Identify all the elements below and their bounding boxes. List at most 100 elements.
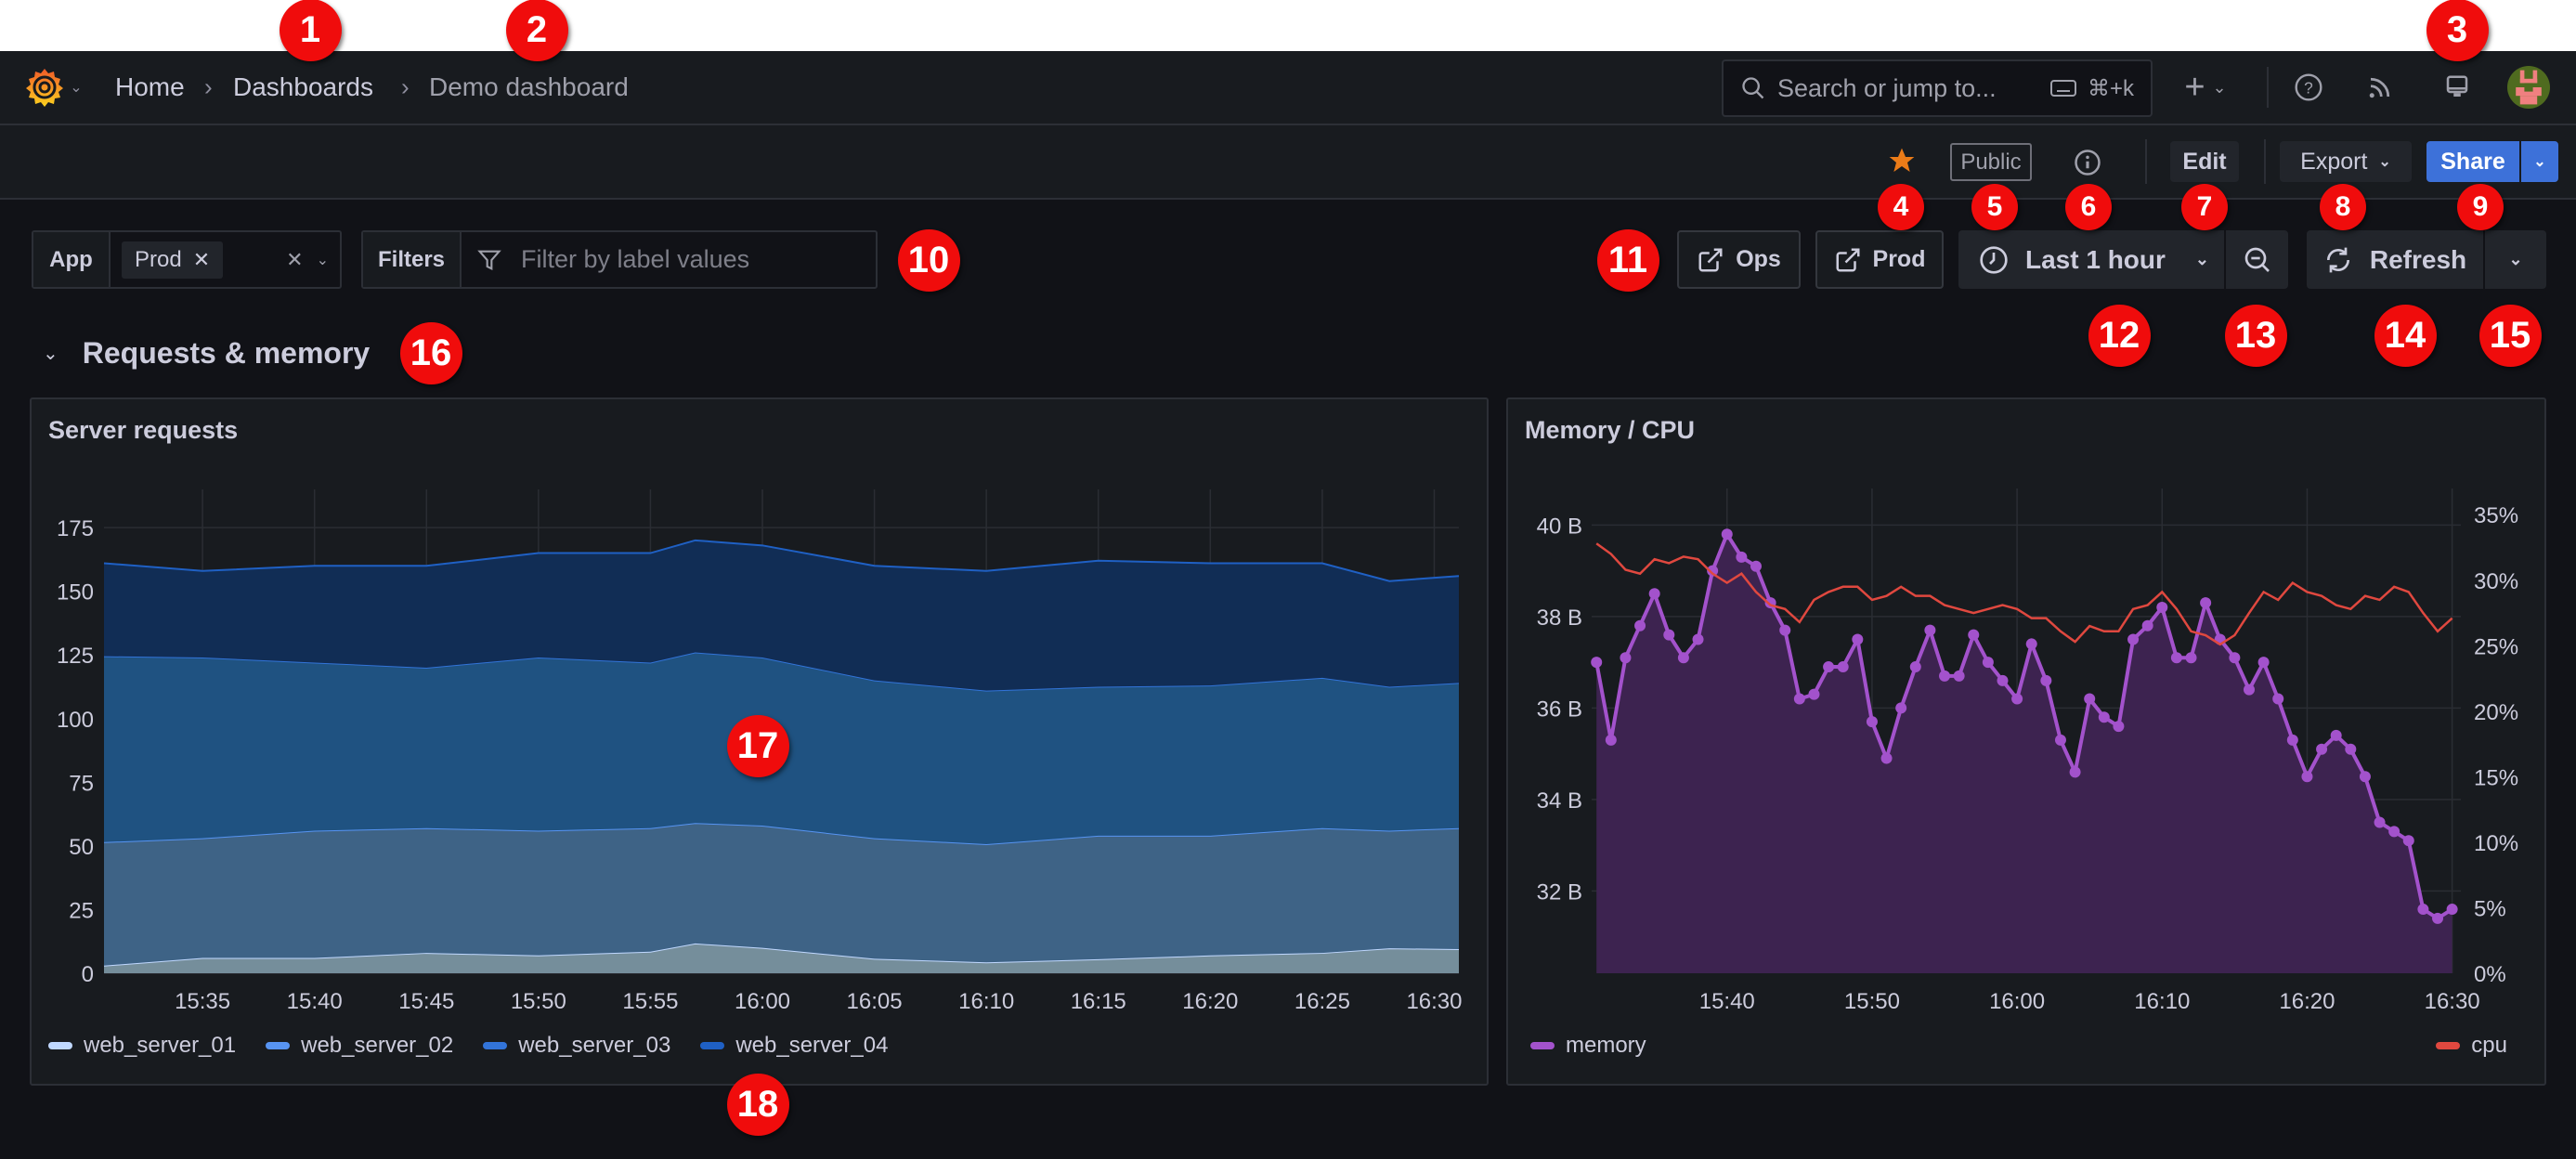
avatar[interactable] [2507,66,2550,109]
legend-item-web_server_02[interactable]: web_server_02 [266,1033,453,1059]
point-memory[interactable] [2084,693,2096,705]
point-memory[interactable] [2170,652,2182,664]
legend-item-cpu[interactable]: cpu [2436,1033,2507,1059]
point-memory[interactable] [2229,652,2241,664]
point-memory[interactable] [2330,729,2342,741]
point-memory[interactable] [2374,816,2386,828]
point-memory[interactable] [2185,652,2197,664]
memory-cpu-chart[interactable]: 32 B 34 B 36 B 38 B 40 B 0% 5% 10% 15% 20% 25% 30% 3… [1508,399,2548,1087]
point-memory[interactable] [1648,588,1660,600]
chevron-down-icon[interactable]: ⌄ [316,252,329,268]
kiosk-mode-button[interactable] [2439,69,2476,106]
point-memory[interactable] [2127,633,2140,645]
point-memory[interactable] [2141,619,2153,632]
point-memory[interactable] [1736,551,1748,563]
breadcrumb-dashboards[interactable]: Dashboards [233,72,373,101]
point-memory[interactable] [2054,734,2066,746]
point-memory[interactable] [2345,743,2357,755]
point-memory[interactable] [2200,597,2212,609]
point-memory[interactable] [2402,835,2414,847]
help-button[interactable]: ? [2290,69,2327,106]
new-button[interactable]: + ⌄ [2178,65,2233,110]
row-header-requests-memory[interactable]: ⌄ Requests & memory [43,336,370,371]
point-memory[interactable] [1939,670,1951,682]
zoom-out-button[interactable] [2226,230,2288,289]
point-memory[interactable] [2316,743,2328,755]
search-input[interactable]: Search or jump to... ⌘+k [1722,59,2153,117]
point-memory[interactable] [2417,904,2429,916]
server-requests-chart[interactable]: 0 25 50 75 100 125 150 175 15:35 15:40 15:45 15:50 1… [32,399,1490,1087]
legend-item-memory[interactable]: memory [1530,1033,1646,1059]
point-memory[interactable] [1953,670,1965,682]
point-memory[interactable] [2257,657,2270,669]
point-memory[interactable] [1909,661,1921,673]
point-memory[interactable] [2113,721,2125,733]
point-memory[interactable] [2156,602,2168,614]
ops-link-label: Ops [1736,246,1781,272]
star-button[interactable] [1885,144,1919,177]
point-memory[interactable] [2098,711,2110,723]
point-memory[interactable] [1779,624,1791,636]
time-range-picker[interactable]: Last 1 hour ⌄ [1958,230,2224,289]
filters-input[interactable]: Filter by label values [462,232,876,287]
breadcrumb-home[interactable]: Home [115,72,185,101]
point-memory[interactable] [1823,661,1835,673]
legend-item-web_server_01[interactable]: web_server_01 [48,1033,236,1059]
app-variable-select[interactable]: Prod ✕ ✕ ⌄ [111,232,340,287]
point-memory[interactable] [2243,684,2255,696]
point-memory[interactable] [1634,619,1646,632]
point-memory[interactable] [1677,652,1689,664]
share-options-button[interactable]: ⌄ [2521,141,2558,182]
area-web_server_04[interactable] [104,540,1459,691]
point-memory[interactable] [1663,629,1675,641]
edit-button[interactable]: Edit [2170,141,2239,182]
point-memory[interactable] [1793,693,1805,705]
area-web_server_02[interactable] [104,823,1459,966]
ops-link-button[interactable]: Ops [1677,230,1801,289]
point-memory[interactable] [1880,752,1893,764]
point-memory[interactable] [2286,734,2298,746]
point-memory[interactable] [1837,661,1849,673]
point-memory[interactable] [1721,528,1733,540]
point-memory[interactable] [1707,565,1719,577]
point-memory[interactable] [2069,766,2081,778]
point-memory[interactable] [1808,688,1820,700]
point-memory[interactable] [1591,657,1603,669]
point-memory[interactable] [1895,702,1907,714]
point-memory[interactable] [1620,652,1632,664]
point-memory[interactable] [2432,912,2444,924]
y-tick-label: 100 [57,708,94,733]
point-memory[interactable] [1852,633,1864,645]
point-memory[interactable] [2301,771,2313,783]
point-memory[interactable] [2011,693,2023,705]
prod-link-button[interactable]: Prod [1815,230,1944,289]
point-memory[interactable] [2025,638,2037,650]
point-memory[interactable] [1866,716,1878,728]
point-memory[interactable] [2272,693,2284,705]
remove-value-icon[interactable]: ✕ [192,247,211,271]
refresh-button[interactable]: Refresh [2307,230,2483,289]
point-memory[interactable] [2040,674,2052,686]
point-memory[interactable] [2359,771,2371,783]
refresh-interval-button[interactable]: ⌄ [2485,230,2546,289]
point-memory[interactable] [1968,629,1980,641]
point-memory[interactable] [1750,560,1762,572]
point-memory[interactable] [1605,734,1617,746]
legend-item-web_server_03[interactable]: web_server_03 [483,1033,670,1059]
point-memory[interactable] [1924,624,1936,636]
grafana-menu-button[interactable]: ⌄ [20,65,85,110]
point-memory[interactable] [1997,674,2009,686]
export-button[interactable]: Export ⌄ [2280,141,2412,182]
y-right-tick-label: 10% [2474,831,2518,856]
x-tick-label: 16:15 [1071,989,1126,1014]
point-memory[interactable] [2446,904,2458,916]
dashboard-info-button[interactable] [2071,146,2104,179]
clear-icon[interactable]: ✕ [286,247,304,271]
news-button[interactable] [2361,69,2399,106]
area-web_server_01[interactable] [104,943,1459,973]
point-memory[interactable] [1692,633,1704,645]
point-memory[interactable] [2388,826,2400,838]
point-memory[interactable] [1982,657,1994,669]
share-button[interactable]: Share [2426,141,2519,182]
legend-item-web_server_04[interactable]: web_server_04 [700,1033,888,1059]
